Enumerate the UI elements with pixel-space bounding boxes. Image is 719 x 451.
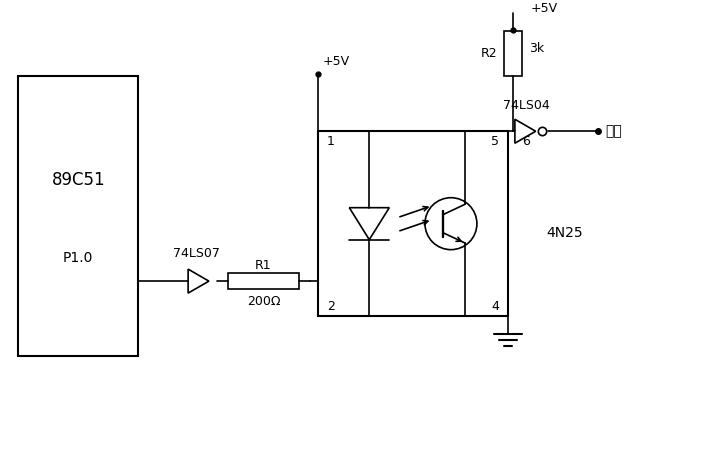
Bar <box>228 273 299 289</box>
Text: 输出: 输出 <box>605 124 623 138</box>
Text: 1: 1 <box>327 135 335 148</box>
Text: 5: 5 <box>491 135 499 148</box>
Bar <box>318 131 508 316</box>
Text: 74LS07: 74LS07 <box>173 247 219 260</box>
Text: R2: R2 <box>480 47 497 60</box>
Bar <box>504 31 522 76</box>
Text: 4N25: 4N25 <box>546 226 582 240</box>
Text: 74LS04: 74LS04 <box>503 99 549 112</box>
Text: P1.0: P1.0 <box>63 251 93 265</box>
Text: 4: 4 <box>491 299 499 313</box>
Text: R1: R1 <box>255 258 272 272</box>
Text: 2: 2 <box>327 299 335 313</box>
Text: 200Ω: 200Ω <box>247 295 280 308</box>
Text: 89C51: 89C51 <box>51 171 105 189</box>
Bar <box>18 76 138 356</box>
Text: +5V: +5V <box>322 55 349 68</box>
Text: 3k: 3k <box>529 42 544 55</box>
Text: +5V: +5V <box>531 2 558 15</box>
Text: 6: 6 <box>522 135 530 148</box>
